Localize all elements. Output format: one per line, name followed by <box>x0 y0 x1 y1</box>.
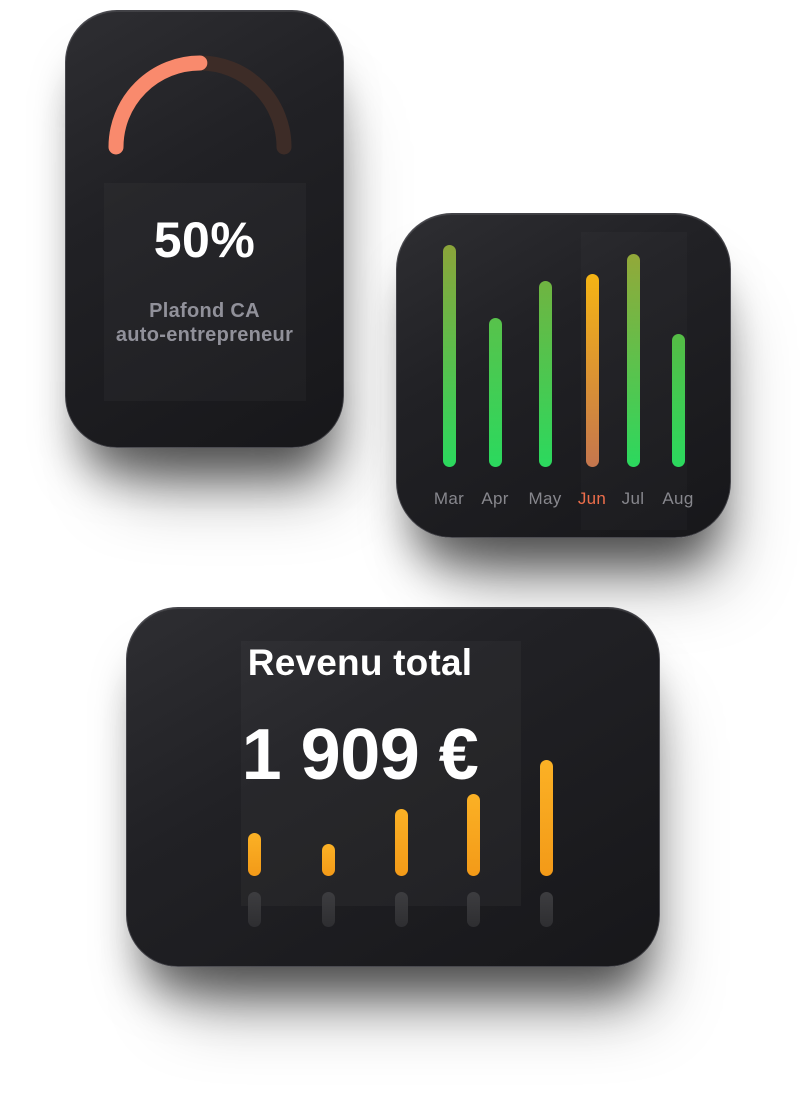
gauge-track-arc <box>108 55 292 155</box>
month-label-mar: Mar <box>433 489 465 508</box>
revenue-text-block: Revenu total 1 909 € <box>138 608 582 808</box>
revenue-bar-4 <box>466 794 480 876</box>
month-label-may: May <box>528 489 562 508</box>
gauge-progress-arc <box>108 55 292 155</box>
gauge-arc <box>108 55 292 155</box>
bar-jul <box>626 254 640 467</box>
revenue-card: Revenu total 1 909 € <box>126 607 660 967</box>
revenue-bar-1 <box>247 833 261 876</box>
revenue-bar-stub-3 <box>394 892 408 927</box>
gauge-card: 50% Plafond CA auto-entrepreneur <box>65 10 344 448</box>
revenue-bar-5 <box>539 760 553 876</box>
revenue-plot-area <box>127 608 659 966</box>
gauge-caption-line2: auto-entrepreneur <box>115 324 294 346</box>
revenue-bar-2 <box>321 844 335 876</box>
revenue-title: Revenu total <box>247 642 473 683</box>
month-label-aug: Aug <box>662 489 694 508</box>
bar-mar <box>442 245 456 467</box>
revenue-bar-stub-2 <box>321 892 335 927</box>
gauge-caption-line1: Plafond CA <box>149 300 260 322</box>
bar-aug <box>671 334 685 467</box>
gauge-caption: Plafond CA auto-entrepreneur <box>66 299 343 347</box>
revenue-bar-3 <box>394 809 408 876</box>
revenue-bar-stub-5 <box>539 892 553 927</box>
bar-apr <box>488 318 502 467</box>
revenue-bar-stub-4 <box>466 892 480 927</box>
revenue-bar-stub-1 <box>247 892 261 927</box>
bar-may <box>538 281 552 467</box>
month-label-jun: Jun <box>577 489 607 508</box>
bar-jun <box>585 274 599 467</box>
gauge-value: 50% <box>153 212 256 268</box>
month-label-apr: Apr <box>481 489 509 508</box>
month-label-jul: Jul <box>621 489 645 508</box>
monthly-barchart-card: Mar Apr May Jun Jul Aug <box>396 213 731 538</box>
barchart-plot-area: Mar Apr May Jun Jul Aug <box>397 214 730 537</box>
revenue-amount: 1 909 € <box>241 715 479 795</box>
